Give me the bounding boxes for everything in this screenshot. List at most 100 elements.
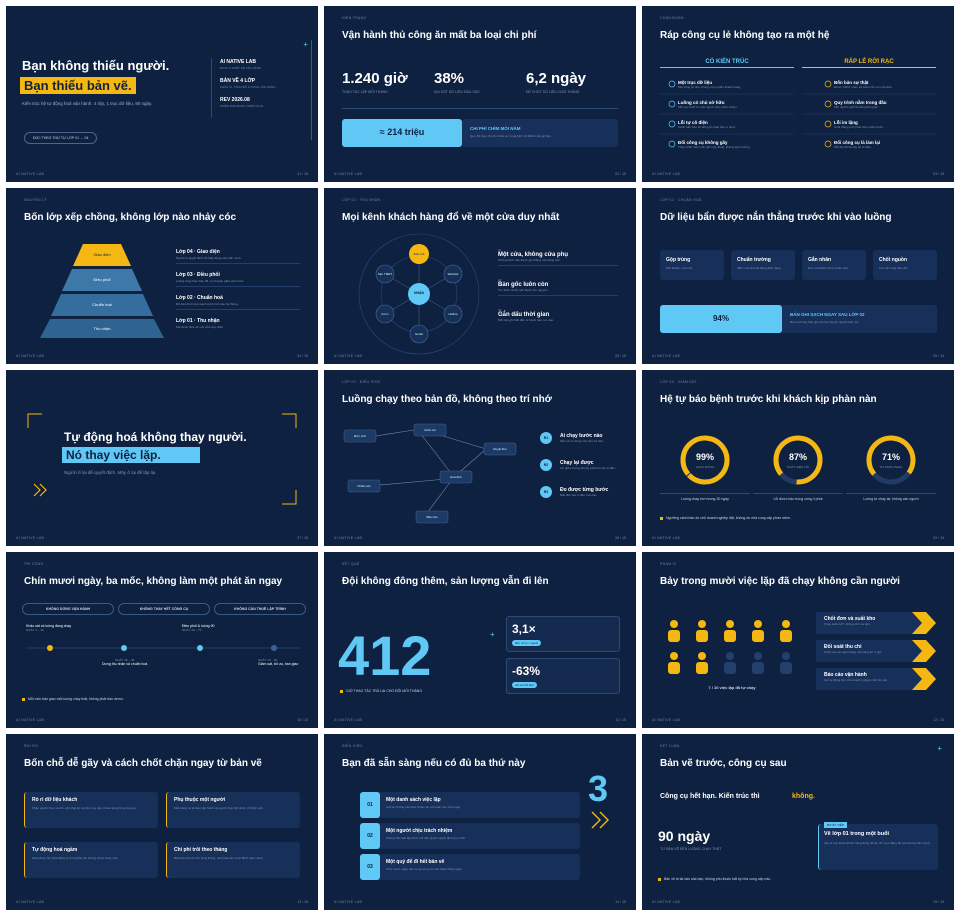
milestone: NGÀY 16 – 45 Dựng thu nhận và chuẩn hoá (102, 658, 148, 666)
page-number: 04 / 15 (297, 354, 308, 358)
footer-brand: AI NATIVE LAB (652, 900, 681, 904)
cover-highlight: Bạn thiếu bản vẽ. (20, 77, 136, 94)
channel-node: Sàn TMĐT (377, 272, 393, 276)
risk-card: Tự động hoá ngầm Mọi luồng mới phải đăng … (24, 842, 158, 878)
milestone: NGÀY 76 – 90 Giám sát, tối ưu, bàn giao (258, 658, 299, 666)
page-number: 15 / 15 (933, 900, 944, 904)
footer-brand: AI NATIVE LAB (334, 536, 363, 540)
rule-item: Đo được từng bước Biết đơn kẹt ở đâu, bao… (560, 487, 609, 497)
requirement-text: Một quý để đi hết bản vẽ Chín mươi ngày, … (386, 859, 463, 871)
requirement-text: Một danh sách việc lặp Liệt kê những việc… (386, 797, 461, 809)
slide-title: Bảy trong mười việc lặp đã chạy không cầ… (660, 576, 900, 587)
hero-label: GIỜ THAO TÁC TRẢ LẠI CHO ĐỘI MỖI THÁNG (346, 689, 423, 693)
footer-brand: AI NATIVE LAB (334, 172, 363, 176)
slide-title: Mọi kênh khách hàng đổ về một cửa duy nh… (342, 212, 560, 223)
kicker: LỚP 02 · CHUẨN HOÁ (660, 198, 702, 202)
requirement-row (360, 792, 580, 818)
slide-14[interactable]: ĐIỀU KIỆN Bạn đã sẵn sàng nếu có đủ ba t… (324, 734, 636, 910)
clean-step-card: Gộp trùng Một khách, một mã. (660, 250, 724, 280)
note: Bản vẽ là tài sản của bạn, không phụ thu… (664, 877, 772, 881)
slide-2[interactable]: HIỆN TRẠNG Vận hành thủ công ăn mất ba l… (324, 6, 636, 182)
slide-4[interactable]: NGUYÊN LÝ Bốn lớp xếp chồng, không lớp n… (6, 188, 318, 364)
footer-brand: AI NATIVE LAB (16, 172, 45, 176)
kicker: NGUYÊN LÝ (24, 198, 47, 202)
gauge-caption: Luồng tự chạy lại, không cần người (846, 493, 936, 501)
gauge-label: CHẠY ĐÚNG (696, 465, 714, 469)
gauge-label: PHÁT HIỆN LỖI (787, 465, 809, 469)
divider (211, 58, 212, 118)
slide-8[interactable]: LỚP 03 · ĐIỀU PHỐI Luồng chạy theo bản đ… (324, 370, 636, 546)
slide-title: Đội không đông thêm, sản lượng vẫn đi lê… (342, 576, 549, 587)
slide-15[interactable]: KẾT LUẬN Bản vẽ trước, công cụ sau Công … (642, 734, 954, 910)
gauge-caption: Lỗi được báo trong vòng 4 phút (753, 493, 843, 501)
slide-11[interactable]: KẾT QUẢ Đội không đông thêm, sản lượng v… (324, 552, 636, 728)
requirement-number: 03 (360, 854, 380, 880)
person-icon (780, 652, 792, 674)
slide-title: Hệ tự báo bệnh trước khi khách kịp phàn … (660, 394, 877, 405)
page-number: 01 / 15 (297, 172, 308, 176)
principle-pill: KHÔNG DỪNG VẬN HÀNH (22, 603, 114, 615)
slide-6[interactable]: LỚP 02 · CHUẨN HOÁ Dữ liệu bẩn được nắn … (642, 188, 954, 364)
page-number: 11 / 15 (615, 718, 626, 722)
person-icon (752, 620, 764, 642)
slide-10[interactable]: TRI CÔNG Chín mươi ngày, ba mốc, không l… (6, 552, 318, 728)
person-icon (780, 620, 792, 642)
page-number: 08 / 15 (615, 536, 626, 540)
next-step-title: Vẽ lớp 01 trong một buổi (824, 831, 890, 837)
footer-brand: AI NATIVE LAB (16, 536, 45, 540)
note: Mỗi mốc bàn giao một luồng chạy thật, kh… (28, 697, 124, 701)
next-step-sub: Lấy ra mọi kênh khách hàng đang đổ về, c… (824, 841, 931, 845)
automated-task: Báo cáo vận hành Gửi tự động cho chủ doan… (824, 672, 888, 682)
closing-line-accent: không. (792, 793, 815, 800)
clean-step-card: Chuẩn trường SĐT, mã số thuế đúng định dạ… (731, 250, 795, 280)
kicker: CHẨN ĐOÁN (660, 16, 684, 20)
hub-diagram (358, 233, 480, 355)
gauge-label: TỰ KHẮC PHỤC (879, 465, 903, 469)
footer-brand: AI NATIVE LAB (652, 536, 681, 540)
clean-step-card: Gắn nhãn Đơn và khách được phân loại. (802, 250, 866, 280)
slide-12[interactable]: PHẠM VI Bảy trong mười việc lặp đã chạy … (642, 552, 954, 728)
cover-side-1: AI NATIVE LAB ĐƠN VỊ THIẾT KẾ VẬN HÀNH (220, 59, 262, 70)
slide-1[interactable]: Bạn không thiếu người. Bạn thiếu bản vẽ.… (6, 6, 318, 182)
slide-3[interactable]: CHẨN ĐOÁN Ráp công cụ lẻ không tạo ra mộ… (642, 6, 954, 182)
next-step-card[interactable] (818, 824, 938, 870)
channel-node: Website (447, 272, 459, 276)
hero-duration-label: TỪ BẢN VẼ ĐẾN LUỒNG CHẠY THẬT (660, 847, 722, 851)
page-number: 14 / 15 (615, 900, 626, 904)
page-number: 12 / 15 (933, 718, 944, 722)
principle-pill: KHÔNG CẦN THUÊ LẬP TRÌNH (214, 603, 306, 615)
big-count: 3 (588, 768, 609, 809)
slide-title: Bốn chỗ dễ gãy và cách chốt chặn ngay từ… (24, 758, 262, 769)
cost-box: ≈ 214 triệu (342, 119, 462, 147)
page-number: 02 / 15 (615, 172, 626, 176)
person-icon (724, 652, 736, 674)
slide-title: Chín mươi ngày, ba mốc, không làm một ph… (24, 576, 283, 587)
flow-node: Chăm sóc (357, 484, 371, 488)
cover-cta[interactable]: ĐỌC THEO THỨ TỰ LỚP 01 → 04 (24, 132, 98, 144)
risk-card: Phụ thuộc một người Mỗi luồng có tài liệu… (166, 792, 300, 828)
person-icon (668, 620, 680, 642)
milestone: Điều phối & luồng 90 NGÀY 46 – 75 (182, 624, 215, 632)
channel-node: Email (415, 332, 423, 336)
slide-9[interactable]: LỚP 04 · GIÁM SÁT Hệ tự báo bệnh trước k… (642, 370, 954, 546)
result-tag: sai sót dữ liệu (512, 682, 537, 688)
slide-5[interactable]: LỚP 01 · THU NHẬN Mọi kênh khách hàng đổ… (324, 188, 636, 364)
requirement-text: Một người chịu trách nhiệm Không cần biết… (386, 828, 466, 840)
check-icons (660, 80, 936, 148)
kicker: LỚP 03 · ĐIỀU PHỐI (342, 380, 381, 384)
pyramid-layer-4: Giao diện (93, 252, 111, 257)
divider (342, 108, 618, 109)
cover-subtitle: Kiến trúc hệ tự động hoá vận hành: 4 lớp… (22, 101, 153, 106)
person-icon (724, 620, 736, 642)
column-header-bad: RÁP LẺ RỜI RẠC (802, 59, 936, 68)
slide-13[interactable]: RỦI RO Bốn chỗ dễ gãy và cách chốt chặn … (6, 734, 318, 910)
slide-7[interactable]: Tự động hoá không thay người. Nó thay vi… (6, 370, 318, 546)
requirement-number: 01 (360, 792, 380, 818)
person-icon (696, 620, 708, 642)
note-marker (22, 698, 25, 701)
kicker: ĐIỀU KIỆN (342, 744, 363, 748)
gauge-value: 87% (788, 452, 807, 462)
flow-node: Báo cáo (426, 515, 438, 519)
page-number: 05 / 15 (615, 354, 626, 358)
flow-node: Kiểm tra (424, 428, 436, 432)
